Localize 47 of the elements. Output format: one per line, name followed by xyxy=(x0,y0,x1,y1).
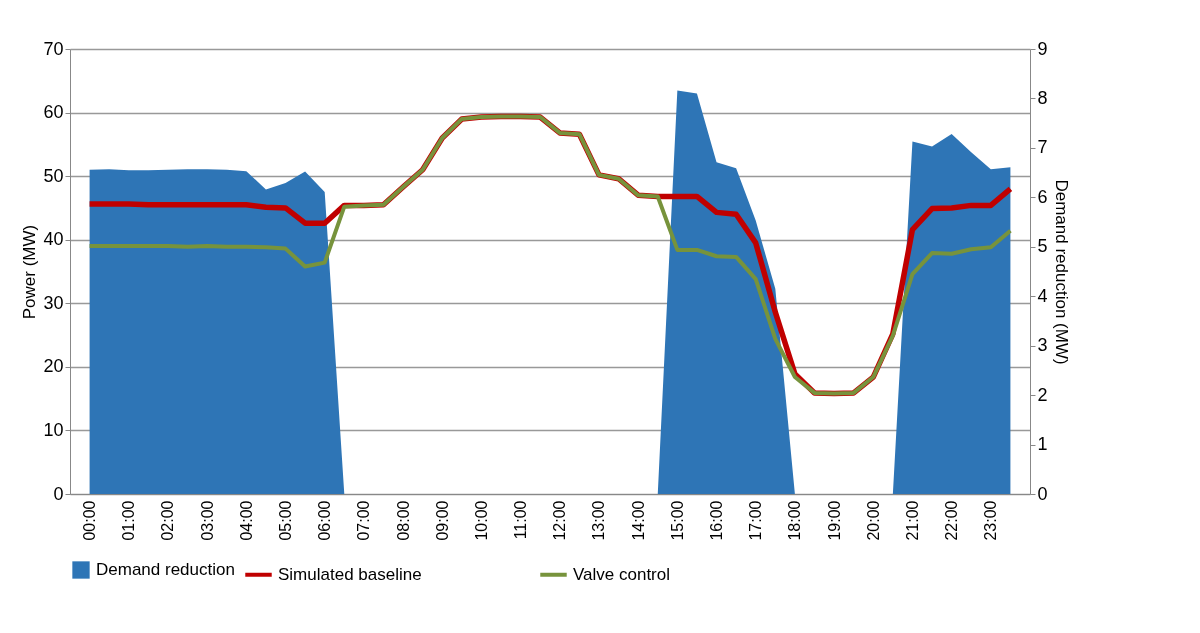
y-tick-label: 30 xyxy=(43,292,64,313)
x-tick-label: 02:00 xyxy=(159,500,177,541)
x-tick-label: 19:00 xyxy=(825,500,843,541)
x-tick-label: 22:00 xyxy=(943,500,961,541)
x-tick-label: 12:00 xyxy=(551,500,569,541)
y-tick-label: 10 xyxy=(43,419,64,440)
y2-tick-label: 7 xyxy=(1037,137,1048,158)
x-tick-label: 20:00 xyxy=(864,500,882,541)
y2-axis-title: Demand reduction (MW) xyxy=(1051,179,1071,365)
x-tick-label: 05:00 xyxy=(277,500,295,541)
y-axis-title: Power (MW) xyxy=(20,224,40,320)
y-tick-label: 70 xyxy=(43,38,64,59)
x-tick-label: 08:00 xyxy=(394,500,412,541)
y2-tick-label: 5 xyxy=(1037,236,1048,257)
legend-label: Simulated baseline xyxy=(278,564,422,584)
x-tick-label: 23:00 xyxy=(982,500,1000,541)
x-tick-label: 17:00 xyxy=(747,500,765,541)
y2-tick-label: 3 xyxy=(1037,335,1048,356)
x-tick-label: 00:00 xyxy=(81,500,99,541)
x-tick-label: 04:00 xyxy=(237,500,255,541)
x-tick-label: 14:00 xyxy=(629,500,647,541)
x-tick-label: 09:00 xyxy=(433,500,451,541)
x-tick-label: 01:00 xyxy=(120,500,138,541)
y2-tick-label: 1 xyxy=(1037,434,1048,455)
x-tick-label: 16:00 xyxy=(708,500,726,541)
y-tick-label: 0 xyxy=(53,483,64,504)
legend-label: Demand reduction xyxy=(96,560,235,579)
y-tick-label: 20 xyxy=(43,356,64,377)
legend-label: Valve control xyxy=(573,564,671,584)
y-tick-label: 50 xyxy=(43,165,64,186)
x-tick-label: 06:00 xyxy=(316,500,334,541)
y2-tick-label: 9 xyxy=(1037,38,1048,59)
y2-tick-label: 0 xyxy=(1037,483,1048,504)
x-tick-label: 18:00 xyxy=(786,500,804,541)
y-tick-label: 40 xyxy=(43,229,64,250)
y-tick-label: 60 xyxy=(43,102,64,123)
x-tick-label: 13:00 xyxy=(590,500,608,541)
x-tick-label: 21:00 xyxy=(903,500,921,541)
x-tick-label: 11:00 xyxy=(512,500,530,540)
x-tick-label: 03:00 xyxy=(198,500,216,541)
y2-tick-label: 2 xyxy=(1037,384,1048,405)
y2-tick-label: 6 xyxy=(1037,186,1048,207)
y2-tick-label: 4 xyxy=(1037,285,1048,306)
y2-tick-label: 8 xyxy=(1037,87,1048,108)
x-tick-label: 07:00 xyxy=(355,500,373,541)
x-tick-label: 10:00 xyxy=(472,500,490,541)
x-tick-label: 15:00 xyxy=(668,500,686,541)
